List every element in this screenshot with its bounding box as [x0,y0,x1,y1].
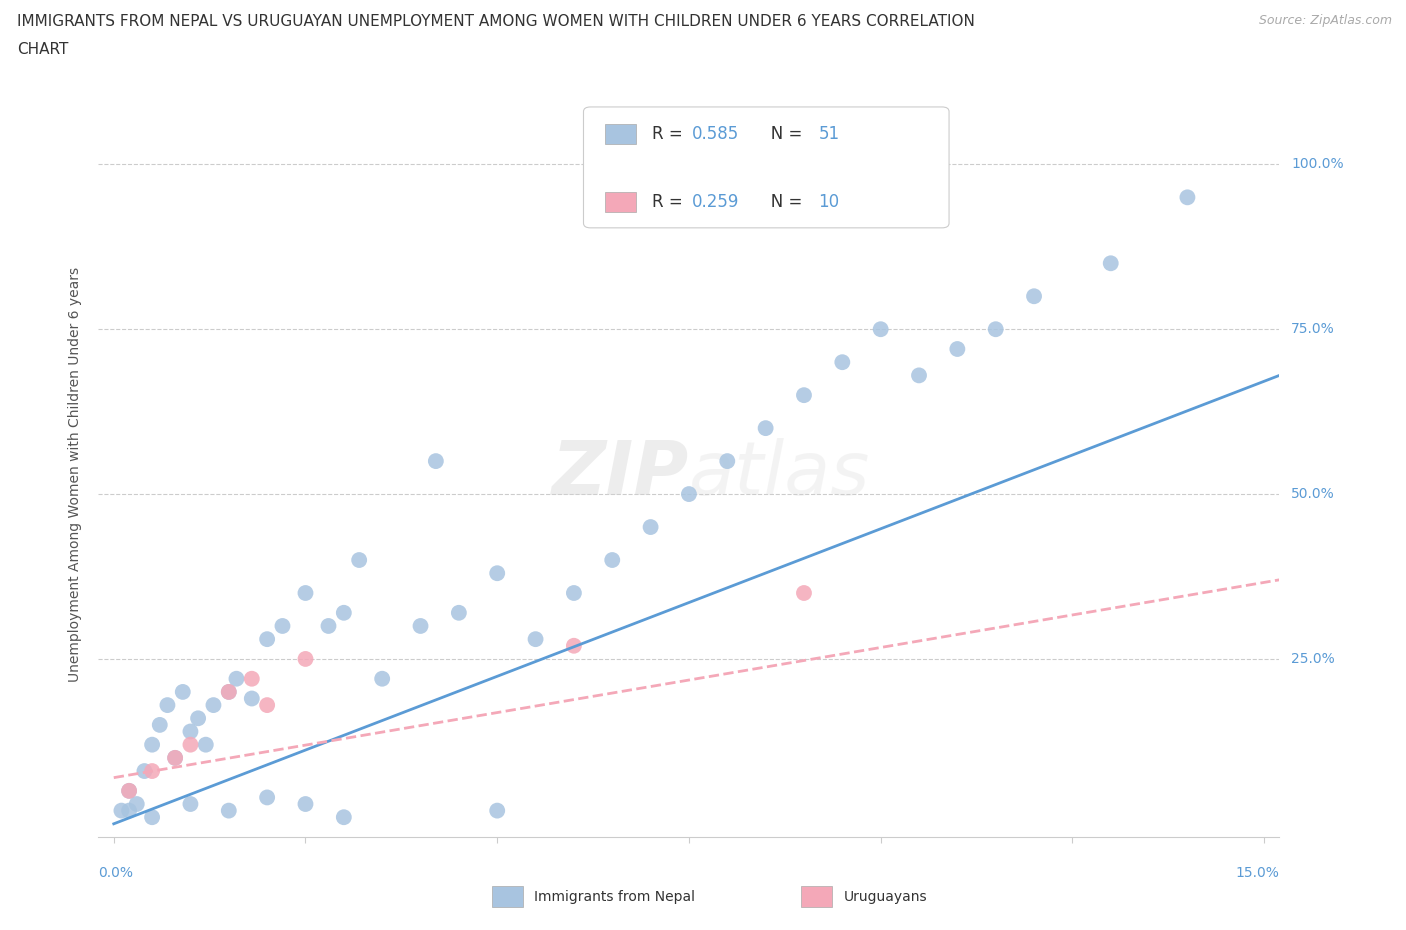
Point [256,631,278,646]
Point [202,698,225,712]
Point [194,737,217,752]
Point [240,671,263,686]
Point [141,764,163,778]
Point [179,724,201,739]
Point [524,631,547,646]
Point [318,618,340,633]
Y-axis label: Unemployment Among Women with Children Under 6 years: Unemployment Among Women with Children U… [69,267,83,682]
Text: 0.259: 0.259 [692,193,740,211]
Point [409,618,432,633]
Point [218,684,240,699]
Point [165,751,187,765]
Text: ZIP: ZIP [551,438,689,511]
Point [125,797,148,812]
Text: 10: 10 [818,193,839,211]
Point [333,810,356,825]
Point [831,354,853,369]
Point [755,420,778,435]
Point [640,520,662,535]
Point [333,605,356,620]
Point [716,454,738,469]
Text: CHART: CHART [17,42,69,57]
Point [141,737,163,752]
Point [1177,190,1199,205]
Point [486,565,509,580]
Point [118,804,141,818]
Point [187,711,209,725]
Point [141,810,163,825]
Point [908,368,931,383]
Text: atlas: atlas [689,438,870,511]
Point [371,671,394,686]
Point [118,783,141,798]
Point [172,684,194,699]
Point [946,341,969,356]
Text: R =: R = [652,125,689,143]
Point [447,605,470,620]
Point [165,751,187,765]
Text: R =: R = [652,193,689,211]
Text: N =: N = [755,193,807,211]
Point [156,698,179,712]
Point [425,454,447,469]
Text: 0.0%: 0.0% [98,866,134,880]
Point [179,737,201,752]
Text: Immigrants from Nepal: Immigrants from Nepal [534,889,696,904]
Point [294,652,316,667]
Text: Uruguayans: Uruguayans [844,889,927,904]
Point [984,322,1007,337]
Text: 51: 51 [818,125,839,143]
Text: 50.0%: 50.0% [1291,487,1336,501]
Point [793,388,815,403]
Point [562,586,585,601]
Point [149,717,172,732]
Text: 15.0%: 15.0% [1236,866,1279,880]
Point [218,684,240,699]
Point [225,671,247,686]
Text: 100.0%: 100.0% [1291,157,1344,171]
Point [793,586,815,601]
Point [600,552,623,567]
Point [134,764,156,778]
Point [256,790,278,804]
Point [110,804,132,818]
Point [179,797,201,812]
Point [347,552,370,567]
Point [294,586,316,601]
Point [1099,256,1122,271]
Point [562,638,585,653]
Text: 75.0%: 75.0% [1291,322,1336,337]
Point [1022,289,1045,304]
Point [678,486,700,501]
Text: IMMIGRANTS FROM NEPAL VS URUGUAYAN UNEMPLOYMENT AMONG WOMEN WITH CHILDREN UNDER : IMMIGRANTS FROM NEPAL VS URUGUAYAN UNEMP… [17,14,974,29]
Point [271,618,294,633]
Point [240,691,263,706]
Text: Source: ZipAtlas.com: Source: ZipAtlas.com [1258,14,1392,27]
Point [218,804,240,818]
Point [118,783,141,798]
Text: N =: N = [755,125,807,143]
Point [869,322,891,337]
Point [294,797,316,812]
Text: 0.585: 0.585 [692,125,740,143]
Point [256,698,278,712]
Text: 25.0%: 25.0% [1291,652,1336,666]
Point [486,804,509,818]
